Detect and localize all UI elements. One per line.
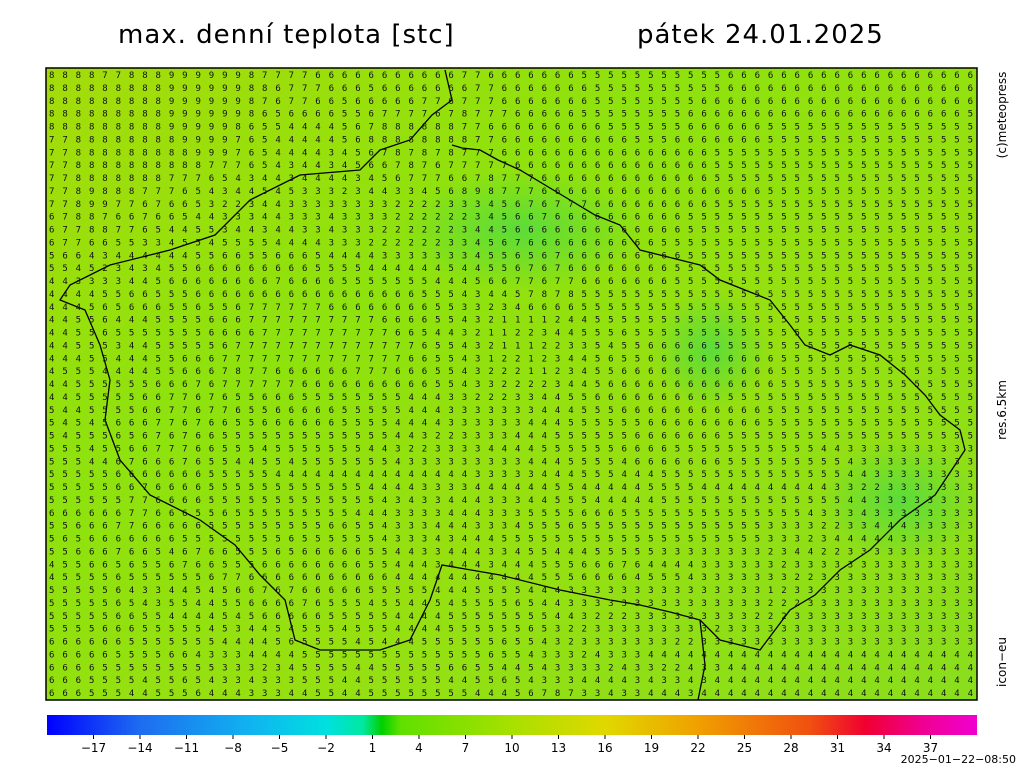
tick-label: 28 <box>783 741 798 755</box>
tick-label: −5 <box>271 741 289 755</box>
tick-label: −17 <box>81 741 106 755</box>
tick-label: −11 <box>174 741 199 755</box>
tick-label: 25 <box>737 741 752 755</box>
tick-label: 7 <box>462 741 470 755</box>
tick-label: −2 <box>317 741 335 755</box>
title: max. denní teplota [stc] <box>118 20 455 50</box>
copyright: (c)meteopress <box>995 72 1009 159</box>
cold-area <box>820 440 980 560</box>
tick-label: −8 <box>224 741 242 755</box>
timestamp: 2025−01−22−08:50 <box>901 753 1016 766</box>
tick-label: 10 <box>504 741 519 755</box>
tick-label: 16 <box>597 741 612 755</box>
colorbar: −17 −14 −11 −8 −5 −2 1 4 7 10 13 16 19 22 25 28 31 34 37 <box>47 715 977 755</box>
tick-label: 19 <box>644 741 659 755</box>
tick-label: 31 <box>830 741 845 755</box>
tick-label: 1 <box>369 741 377 755</box>
tick-label: 34 <box>876 741 891 755</box>
border <box>59 69 966 701</box>
colorbar-scale <box>47 715 977 735</box>
map: 8888778889999998777766666666666776666666… <box>45 67 980 701</box>
cold-area <box>400 170 640 290</box>
model: icon−eu <box>995 637 1009 687</box>
date: pátek 24.01.2025 <box>637 20 884 50</box>
tick-label: 22 <box>690 741 705 755</box>
tick-label: −14 <box>127 741 152 755</box>
tick-label: 4 <box>415 741 423 755</box>
resolution: res.6.5km <box>995 380 1009 440</box>
tick-label: 37 <box>923 741 938 755</box>
cold-area <box>650 290 770 410</box>
tick-label: 13 <box>551 741 566 755</box>
